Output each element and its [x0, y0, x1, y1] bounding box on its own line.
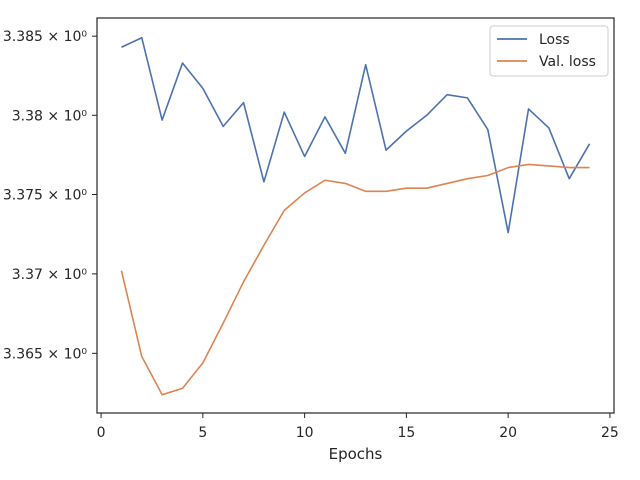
- legend: Loss Val. loss: [489, 25, 609, 77]
- axes: 0 5 10 15 20 25 3.365 × 10⁰ 3.37 × 10⁰ 3.375 × 1…: [3, 17, 619, 463]
- x-tick-label-4: 20: [499, 425, 517, 441]
- series-line-0: [121, 36, 591, 234]
- y-tick-label-3: 3.38 × 10⁰: [12, 108, 88, 124]
- x-tick-label-0: 0: [97, 425, 106, 441]
- legend-label-0: Loss: [539, 32, 570, 48]
- series-line-1: [120, 163, 590, 396]
- y-tick-label-1: 3.37 × 10⁰: [12, 267, 88, 283]
- y-tick-label-4: 3.385 × 10⁰: [3, 29, 88, 45]
- y-tick-label-0: 3.365 × 10⁰: [3, 346, 88, 362]
- x-axis-label: Epochs: [329, 445, 383, 463]
- x-tick-label-5: 25: [601, 425, 619, 441]
- x-tick-label-2: 10: [296, 425, 314, 441]
- x-tick-label-3: 15: [397, 425, 415, 441]
- x-tick-label-1: 5: [198, 425, 207, 441]
- y-tick-label-2: 3.375 × 10⁰: [3, 188, 88, 204]
- axes-frame: [96, 17, 615, 414]
- legend-label-1: Val. loss: [539, 54, 596, 70]
- plot-area: [120, 36, 591, 396]
